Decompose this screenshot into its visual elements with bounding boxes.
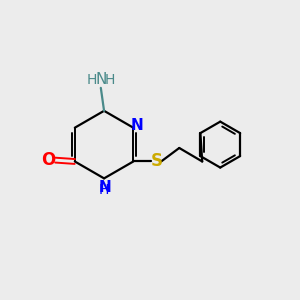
Text: N: N bbox=[99, 180, 112, 195]
Text: O: O bbox=[41, 151, 56, 169]
Text: N: N bbox=[95, 72, 106, 87]
Text: S: S bbox=[150, 152, 162, 170]
Text: N: N bbox=[131, 118, 144, 133]
Text: H: H bbox=[104, 73, 115, 87]
Text: H: H bbox=[98, 183, 109, 197]
Text: H: H bbox=[87, 73, 98, 87]
